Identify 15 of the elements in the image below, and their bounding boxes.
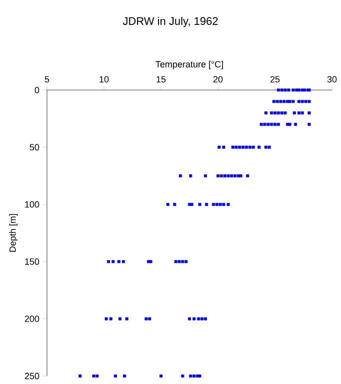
x-tick-label: 5 (44, 76, 50, 82)
x-tick-label: 30 (327, 76, 337, 82)
x-tick-label: 10 (100, 76, 109, 82)
y-tick-label: 150 (25, 258, 40, 265)
x-tick-label: 25 (270, 76, 280, 82)
y-tick-label: 100 (25, 201, 40, 208)
chart-title: JDRW in July, 1962 (122, 16, 218, 28)
x-axis-title: Temperature [°C] (156, 60, 223, 70)
x-tick-label: 20 (213, 76, 223, 82)
y-tick-label: 0 (34, 86, 40, 94)
y-tick-label: 250 (24, 372, 40, 380)
y-tick-label: 200 (24, 316, 40, 322)
y-tick-label: 50 (30, 144, 40, 150)
x-tick-label: 15 (156, 76, 166, 82)
y-axis-title: Depth [m] (9, 214, 18, 252)
